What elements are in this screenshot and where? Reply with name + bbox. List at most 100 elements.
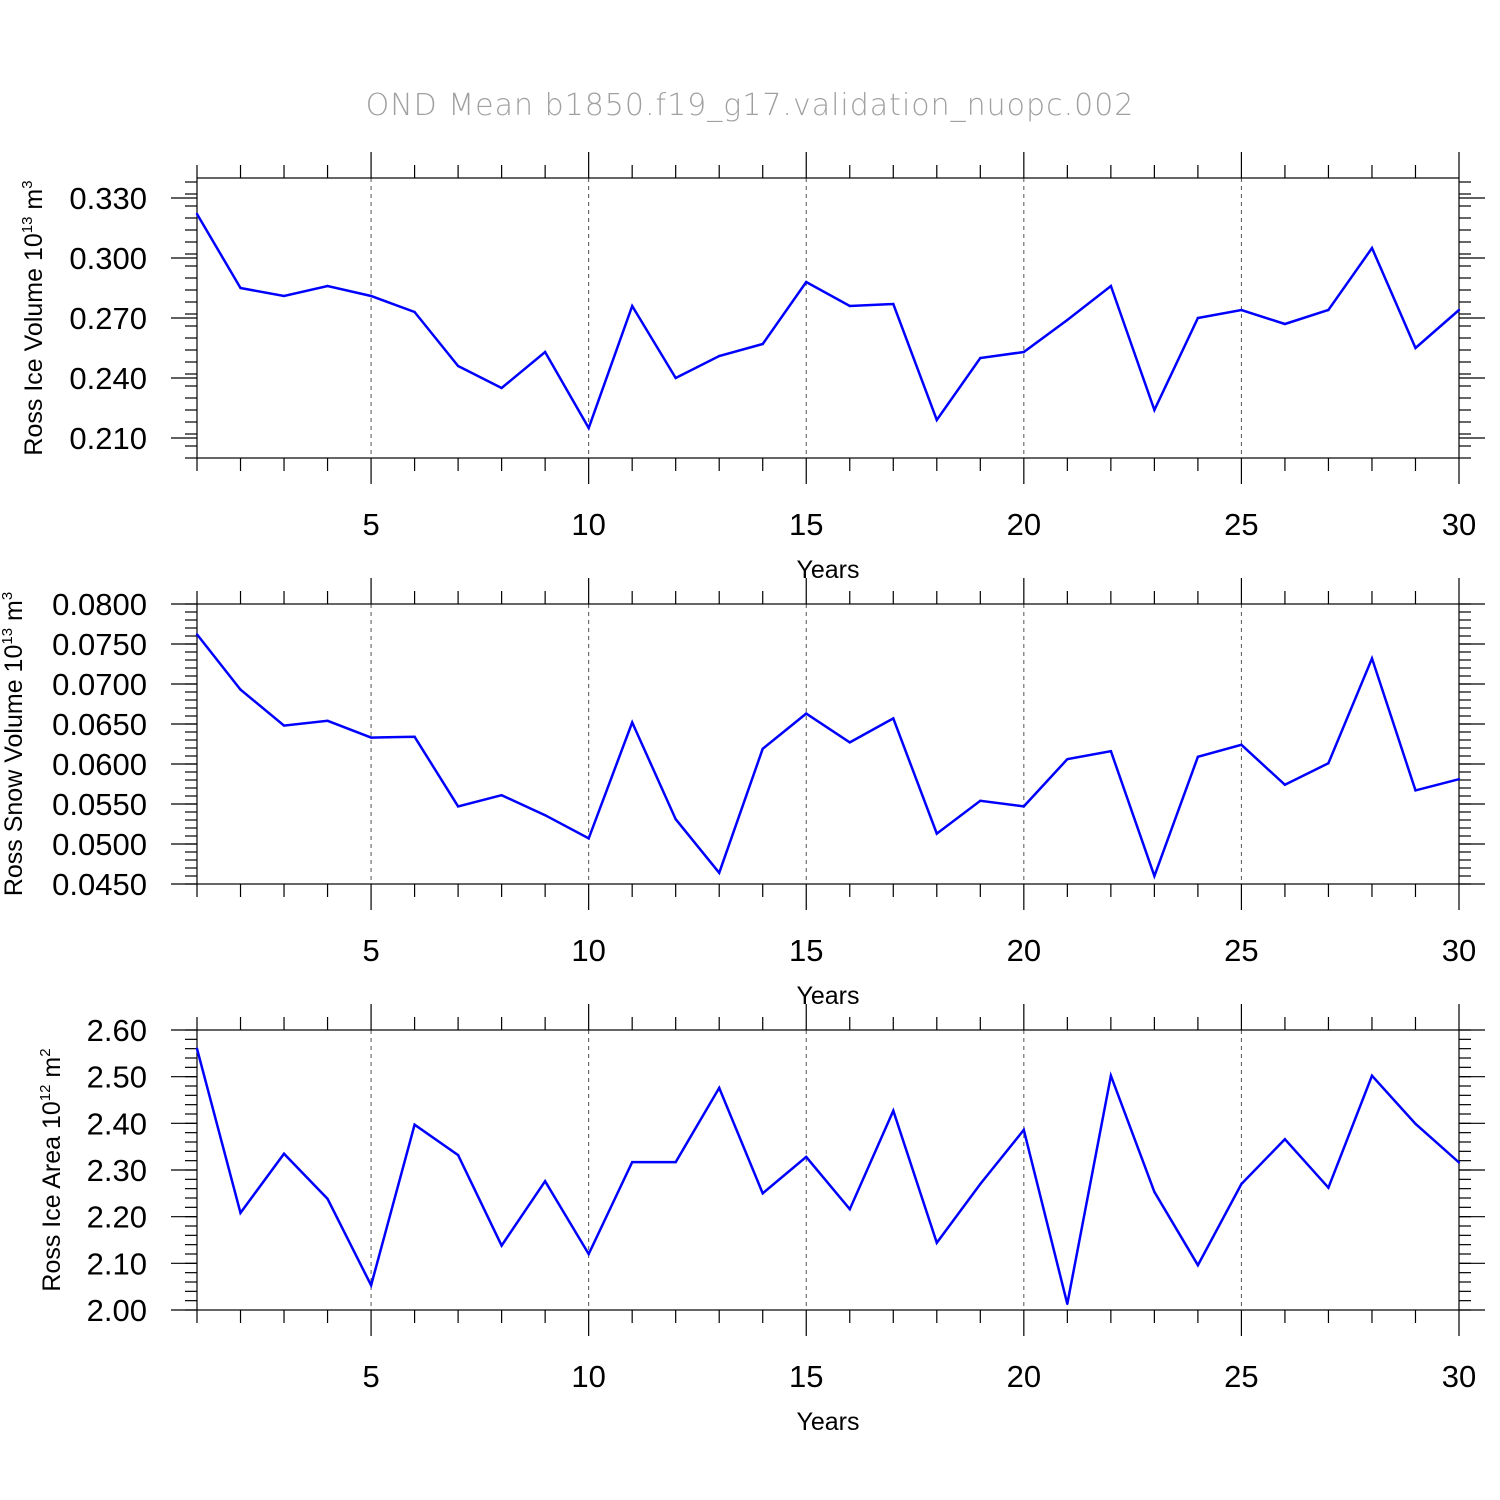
series-line: [195, 1048, 1460, 1305]
y-axis-title: Ross Ice Volume 1013 m3: [19, 180, 48, 455]
data-point: [1370, 657, 1374, 660]
data-point: [195, 633, 199, 636]
data-point: [674, 818, 677, 821]
y-axis-title: Ross Ice Area 1012 m2: [37, 1048, 66, 1291]
data-point: [500, 794, 503, 797]
data-point: [456, 1153, 460, 1157]
y-tick-label: 2.30: [87, 1153, 147, 1188]
data-point: [587, 837, 590, 840]
data-point: [413, 310, 416, 314]
data-point: [1153, 1190, 1156, 1194]
x-tick-label: 15: [789, 933, 823, 968]
x-tick-label: 10: [571, 1359, 605, 1394]
x-tick-label: 15: [789, 507, 823, 542]
x-tick-label: 10: [571, 933, 605, 968]
data-point: [761, 1192, 764, 1195]
data-point: [239, 688, 242, 691]
y-tick-label: 2.60: [87, 1013, 147, 1048]
data-point: [195, 212, 199, 216]
x-tick-label: 25: [1224, 507, 1258, 542]
data-point: [892, 1109, 895, 1112]
x-tick-label: 20: [1007, 933, 1041, 968]
data-point: [1327, 762, 1330, 765]
data-point: [718, 1086, 721, 1090]
data-point: [1240, 1182, 1243, 1186]
data-point: [718, 871, 721, 874]
data-point: [1370, 1074, 1374, 1077]
x-tick-label: 5: [362, 507, 379, 542]
data-point: [630, 721, 634, 724]
data-point: [1109, 750, 1113, 753]
data-point: [892, 717, 895, 720]
data-point: [413, 1123, 416, 1126]
y-tick-label: 2.50: [87, 1060, 147, 1095]
data-point: [979, 356, 982, 360]
data-point: [1283, 322, 1287, 326]
y-tick-label: 0.270: [69, 301, 147, 336]
y-tick-label: 0.0550: [52, 787, 147, 822]
data-point: [239, 286, 242, 290]
y-tick-label: 2.10: [87, 1246, 147, 1281]
x-axis-title: Years: [796, 556, 859, 584]
data-point: [1457, 308, 1461, 312]
y-tick-label: 0.0500: [52, 827, 147, 862]
y-axis-title: Ross Snow Volume 1013 m3: [0, 592, 28, 896]
data-point: [630, 1160, 634, 1164]
data-point: [1066, 758, 1069, 761]
data-point: [1414, 1122, 1417, 1126]
x-tick-label: 30: [1442, 1359, 1476, 1394]
data-point: [1327, 308, 1330, 312]
data-point: [935, 832, 938, 835]
data-point: [543, 350, 547, 354]
data-point: [1196, 1264, 1200, 1267]
data-point: [1196, 755, 1200, 758]
y-tick-label: 0.0600: [52, 747, 147, 782]
data-point: [1457, 1161, 1461, 1164]
data-point: [282, 294, 286, 298]
x-tick-label: 20: [1007, 1359, 1041, 1394]
data-point: [674, 1160, 677, 1164]
data-point: [1066, 318, 1069, 322]
y-tick-label: 0.330: [69, 181, 147, 216]
data-point: [1327, 1186, 1330, 1189]
data-point: [1109, 284, 1113, 288]
data-point: [282, 1152, 286, 1155]
y-tick-label: 0.0650: [52, 707, 147, 742]
data-point: [543, 1180, 547, 1183]
data-point: [282, 724, 286, 727]
data-point: [848, 304, 851, 308]
plot-frame: [196, 603, 1460, 885]
data-point: [1414, 789, 1417, 792]
data-point: [630, 304, 634, 308]
panel-ross-ice-area: 5 10 15 20 25 30 Years 2.00 2.10 2.20 2.30 2.40 2.50…: [37, 1004, 1485, 1436]
series-line: [195, 213, 1460, 431]
data-point: [1022, 805, 1026, 808]
data-point: [1414, 346, 1417, 350]
y-tick-label: 0.210: [69, 421, 147, 456]
data-point: [1022, 350, 1026, 354]
data-point: [1240, 308, 1243, 312]
y-tick-label: 2.40: [87, 1106, 147, 1141]
data-point: [239, 1211, 242, 1215]
x-axis-title: Years: [796, 982, 859, 1010]
data-point: [326, 1197, 329, 1201]
x-tick-label: 20: [1007, 507, 1041, 542]
y-tick-label: 0.0750: [52, 627, 147, 662]
data-point: [718, 354, 721, 358]
data-point: [500, 1244, 503, 1247]
y-tick-label: 2.00: [87, 1293, 147, 1328]
data-point: [674, 376, 677, 380]
data-point: [979, 799, 982, 802]
data-point: [456, 805, 460, 808]
data-point: [587, 426, 590, 430]
data-point: [1153, 408, 1156, 412]
x-tick-label: 5: [362, 933, 379, 968]
data-point: [1240, 743, 1243, 746]
data-point: [761, 342, 764, 346]
y-tick-label: 0.240: [69, 361, 147, 396]
data-point: [848, 1208, 851, 1211]
data-point: [805, 712, 808, 715]
data-point: [413, 735, 416, 738]
data-point: [587, 1252, 590, 1256]
